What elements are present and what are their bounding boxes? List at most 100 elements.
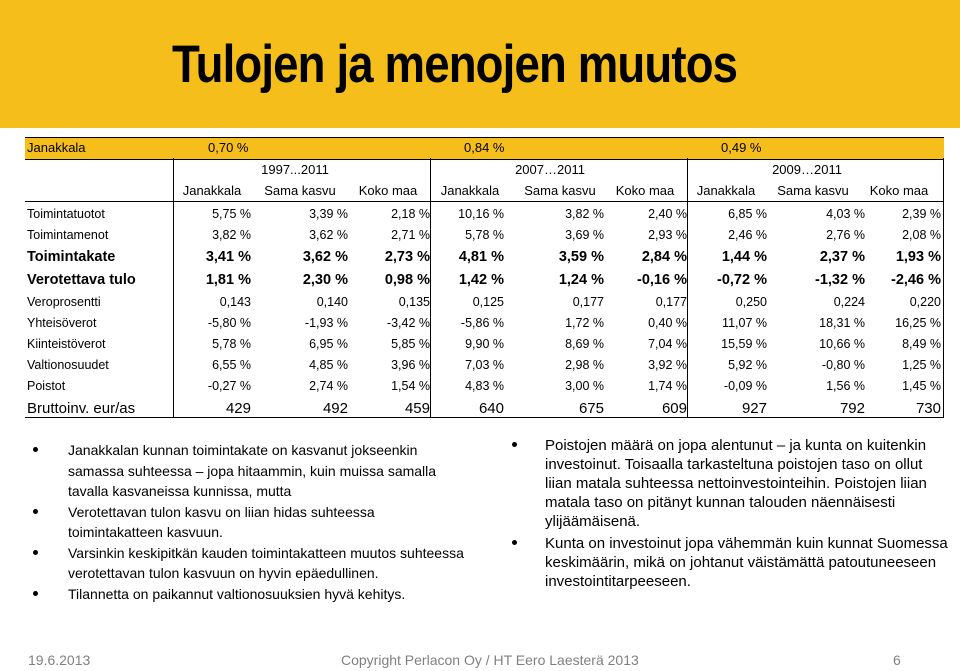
- period-header-row: 1997...2011 2007…2011 2009…2011: [25, 161, 944, 179]
- table-row: Poistot -0,27 % 2,74 % 1,54 % 4,83 % 3,00 % 1,…: [25, 376, 944, 397]
- right-bullet-list: Poistojen määrä on jopa alentunut – ja k…: [510, 436, 950, 591]
- table-cell: 2,37 %: [819, 249, 865, 265]
- table-cell: 4,85 %: [309, 358, 348, 372]
- table-cell: 2,46 %: [728, 228, 767, 242]
- table-cell: 459: [404, 400, 430, 417]
- column-divider: [430, 158, 431, 418]
- table-cell: 4,81 %: [458, 249, 504, 265]
- row-label: Yhteisöverot: [27, 316, 97, 330]
- period-label: 2007…2011: [515, 162, 585, 177]
- left-bullet-list: Janakkalan kunnan toimintakate on kasvan…: [30, 440, 470, 604]
- footer-date: 19.6.2013: [28, 652, 91, 668]
- table-row: Valtionosuudet 6,55 % 4,85 % 3,96 % 7,03 % 2,…: [25, 355, 944, 376]
- column-header: Sama kasvu: [524, 183, 596, 198]
- period-label: 1997...2011: [261, 162, 329, 177]
- table-cell: 3,00 %: [565, 379, 604, 393]
- table-cell: 2,76 %: [826, 228, 865, 242]
- table-cell: 18,31 %: [819, 316, 865, 330]
- column-header: Koko maa: [358, 183, 418, 198]
- period-1-value: 0,70 %: [208, 140, 249, 155]
- period-label: 2009…2011: [772, 162, 842, 177]
- table-cell: -5,86 %: [460, 316, 504, 330]
- bullet-item: Tilannetta on paikannut valtionosuuksien…: [30, 584, 470, 605]
- table-cell: 5,78 %: [465, 228, 504, 242]
- column-header: Sama kasvu: [264, 183, 336, 198]
- bullet-item: Verotettavan tulon kasvu on liian hidas …: [30, 502, 470, 543]
- table-cell: 7,04 %: [648, 337, 687, 351]
- table-cell: 1,93 %: [895, 249, 941, 265]
- table-cell: 927: [741, 400, 767, 417]
- table-cell: 1,54 %: [391, 379, 430, 393]
- table-cell: 2,39 %: [902, 207, 941, 221]
- bullet-item: Poistojen määrä on jopa alentunut – ja k…: [510, 436, 950, 531]
- table-cell: 6,95 %: [309, 337, 348, 351]
- table-row: Toimintamenot 3,82 % 3,62 % 2,71 % 5,78 % 3,6…: [25, 225, 944, 246]
- row-label: Toimintamenot: [27, 228, 109, 242]
- table-cell: 2,30 %: [302, 272, 348, 288]
- column-divider: [687, 158, 688, 418]
- bullet-dot-icon: [512, 540, 517, 545]
- table-cell: 0,143: [219, 295, 251, 309]
- table-cell: 1,24 %: [558, 272, 604, 288]
- row-label: Verotettava tulo: [27, 272, 136, 288]
- table-cell: 6,55 %: [212, 358, 251, 372]
- table-cell: 8,49 %: [902, 337, 941, 351]
- table-cell: 5,92 %: [728, 358, 767, 372]
- table-cell: 2,71 %: [391, 228, 430, 242]
- table-cell: 792: [839, 400, 865, 417]
- table-cell: 0,220: [909, 295, 941, 309]
- table-cell: 640: [478, 400, 504, 417]
- table-cell: -3,42 %: [386, 316, 430, 330]
- table-cell: -0,27 %: [207, 379, 251, 393]
- table-cell: 2,84 %: [641, 249, 687, 265]
- table-cell: 5,85 %: [391, 337, 430, 351]
- bullet-item: Varsinkin keskipitkän kauden toimintakat…: [30, 543, 470, 584]
- janakkala-summary-row: Janakkala 0,70 % 0,84 % 0,49 %: [25, 137, 944, 160]
- period-3-value: 0,49 %: [721, 140, 762, 155]
- bullet-dot-icon: [512, 442, 517, 447]
- table-cell: 16,25 %: [895, 316, 941, 330]
- table-cell: 3,69 %: [565, 228, 604, 242]
- table-cell: 429: [225, 400, 251, 417]
- table-row: Kiinteistöverot 5,78 % 6,95 % 5,85 % 9,90 % 8…: [25, 334, 944, 355]
- column-header: Janakkala: [440, 183, 500, 198]
- table-cell: 609: [661, 400, 687, 417]
- row-label: Kiinteistöverot: [27, 337, 106, 351]
- table-row: Verotettava tulo 1,81 % 2,30 % 0,98 % 1,42 %…: [25, 269, 944, 292]
- bullet-item: Kunta on investoinut jopa vähemmän kuin …: [510, 534, 950, 591]
- table-cell: 3,62 %: [302, 249, 348, 265]
- table-row: Toimintatuotot 5,75 % 3,39 % 2,18 % 10,16 % 3…: [25, 204, 944, 225]
- table-cell: 2,98 %: [565, 358, 604, 372]
- table-cell: 0,98 %: [384, 272, 430, 288]
- row-label: Poistot: [27, 379, 66, 393]
- table-cell: 1,44 %: [721, 249, 767, 265]
- table-cell: 5,78 %: [212, 337, 251, 351]
- table-cell: 1,72 %: [565, 316, 604, 330]
- table-cell: -0,80 %: [821, 358, 865, 372]
- row-label: Veroprosentti: [27, 295, 101, 309]
- table-cell: 10,66 %: [819, 337, 865, 351]
- table-cell: 0,135: [398, 295, 430, 309]
- page-number: 6: [893, 652, 901, 668]
- table-cell: 2,40 %: [648, 207, 687, 221]
- row-label: Toimintatuotot: [27, 207, 105, 221]
- table-cell: 730: [915, 400, 941, 417]
- column-header-row: Janakkala Sama kasvu Koko maa Janakkala Sama…: [25, 182, 944, 200]
- column-header: Janakkala: [182, 183, 242, 198]
- table-cell: 0,40 %: [648, 316, 687, 330]
- table-row: Bruttoinv. eur/as 429 492 459 640 675 609 927 79…: [25, 397, 944, 420]
- title-band: [0, 0, 960, 128]
- table-cell: 3,62 %: [309, 228, 348, 242]
- table-cell: -2,46 %: [891, 272, 941, 288]
- header-rule: [25, 201, 944, 202]
- table-cell: 8,69 %: [565, 337, 604, 351]
- table-cell: -5,80 %: [207, 316, 251, 330]
- table-cell: 3,82 %: [212, 228, 251, 242]
- table-cell: 1,74 %: [648, 379, 687, 393]
- table-cell: 3,59 %: [558, 249, 604, 265]
- bullet-item: Janakkalan kunnan toimintakate on kasvan…: [30, 440, 470, 502]
- table-cell: -1,93 %: [304, 316, 348, 330]
- table-cell: 0,177: [655, 295, 687, 309]
- table-cell: 2,08 %: [902, 228, 941, 242]
- table-cell: 675: [578, 400, 604, 417]
